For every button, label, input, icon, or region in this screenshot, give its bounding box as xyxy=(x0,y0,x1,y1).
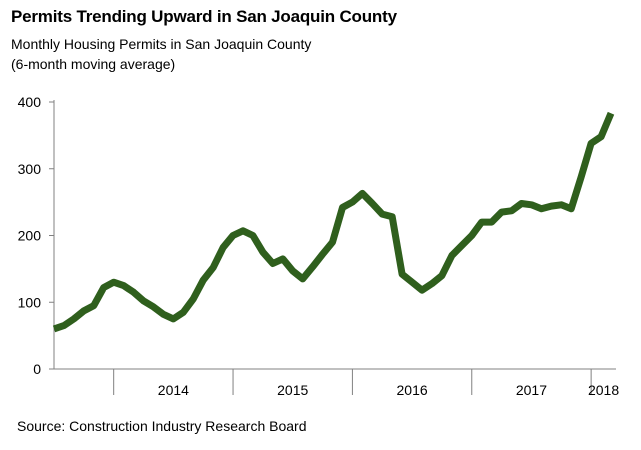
y-tick-label: 300 xyxy=(18,161,42,177)
x-tick-label: 2016 xyxy=(397,382,428,398)
chart-plot-area xyxy=(52,111,615,333)
chart-source-note: Source: Construction Industry Research B… xyxy=(17,418,307,434)
x-tick-label: 2018 xyxy=(588,382,619,398)
chart-subtitle: Monthly Housing Permits in San Joaquin C… xyxy=(11,34,311,74)
chart-tick-labels: 0 100 200 300 400 2014 2015 2016 2017 2018 xyxy=(18,94,620,398)
series-line xyxy=(52,111,615,333)
y-tick-label: 0 xyxy=(33,361,41,377)
chart-axes xyxy=(49,100,616,395)
y-tick-label: 400 xyxy=(18,94,42,110)
y-tick-label: 200 xyxy=(18,228,42,244)
x-tick-label: 2014 xyxy=(158,382,189,398)
subtitle-line-1: Monthly Housing Permits in San Joaquin C… xyxy=(11,36,312,52)
x-tick-label: 2015 xyxy=(277,382,308,398)
chart-title: Permits Trending Upward in San Joaquin C… xyxy=(11,7,397,26)
x-tick-label: 2017 xyxy=(516,382,547,398)
subtitle-line-2: (6-month moving average) xyxy=(11,56,176,72)
y-tick-label: 100 xyxy=(18,294,42,310)
